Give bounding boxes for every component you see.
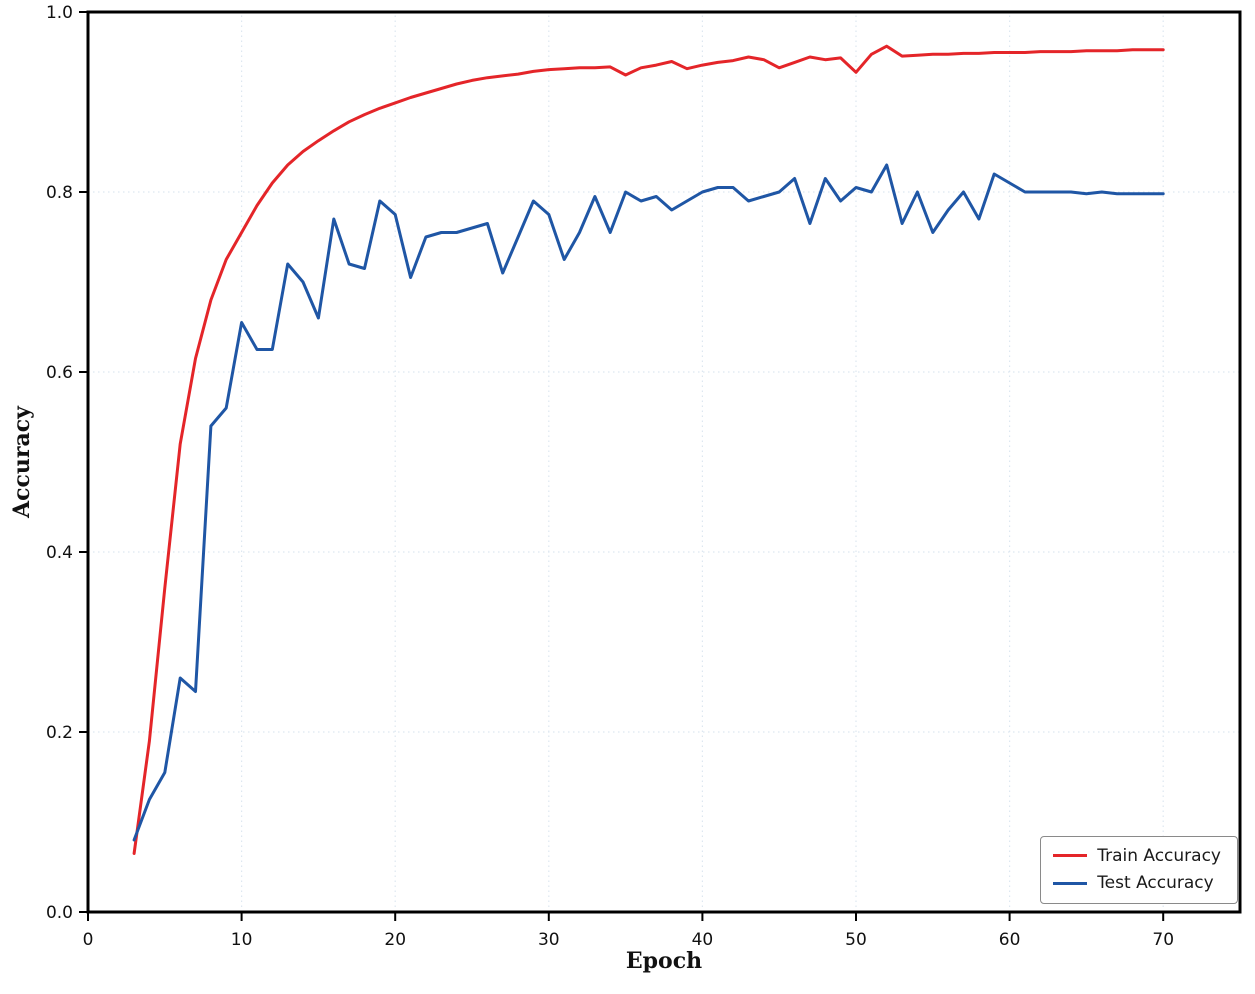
svg-text:0.8: 0.8 [46,183,73,203]
svg-text:1.0: 1.0 [46,3,73,23]
svg-text:0.6: 0.6 [46,363,73,383]
legend-label-train: Train Accuracy [1097,845,1221,866]
svg-text:0: 0 [83,930,94,950]
svg-text:50: 50 [845,930,867,950]
svg-text:0.0: 0.0 [46,903,73,923]
train-line-swatch-icon [1053,854,1088,858]
legend: Train Accuracy Test Accuracy [1040,835,1238,904]
svg-text:20: 20 [384,930,406,950]
y-axis-label: Accuracy [9,406,35,518]
legend-item-train: Train Accuracy [1053,845,1221,866]
test-line-swatch-icon [1053,882,1088,886]
svg-text:0.2: 0.2 [46,723,73,743]
svg-text:30: 30 [538,930,560,950]
svg-text:40: 40 [692,930,714,950]
svg-text:70: 70 [1152,930,1174,950]
legend-item-test: Test Accuracy [1053,874,1221,893]
legend-label-test: Test Accuracy [1097,873,1214,894]
x-axis-label: Epoch [625,948,703,974]
svg-text:0.4: 0.4 [46,543,73,563]
svg-text:60: 60 [999,930,1021,950]
svg-text:10: 10 [231,930,253,950]
